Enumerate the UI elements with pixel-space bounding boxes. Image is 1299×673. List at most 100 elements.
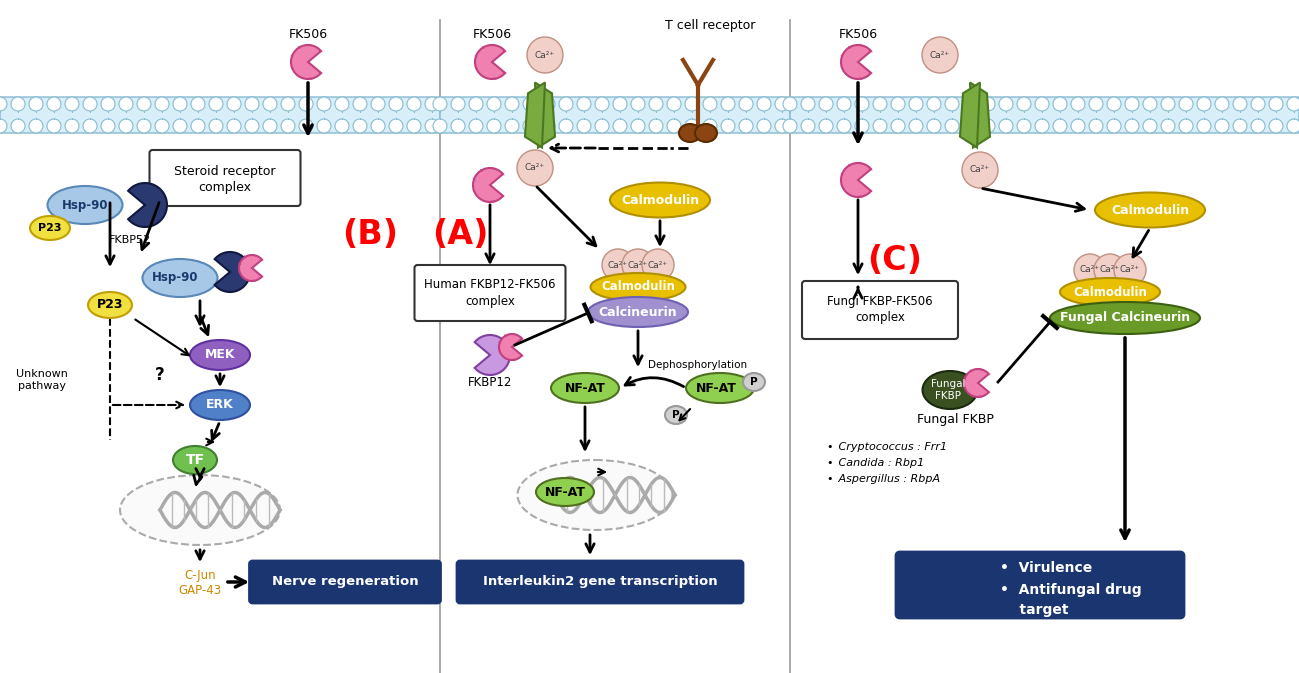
Circle shape — [601, 249, 634, 281]
Circle shape — [101, 97, 116, 111]
Circle shape — [776, 97, 788, 111]
Text: Ca²⁺: Ca²⁺ — [627, 260, 648, 269]
Circle shape — [577, 97, 591, 111]
FancyBboxPatch shape — [801, 281, 957, 339]
Text: •: • — [826, 474, 833, 484]
Ellipse shape — [88, 292, 132, 318]
Text: Calmodulin: Calmodulin — [1111, 203, 1189, 217]
Text: FK506: FK506 — [288, 28, 327, 42]
Circle shape — [155, 97, 169, 111]
Ellipse shape — [591, 273, 686, 301]
Text: (A): (A) — [431, 219, 488, 252]
FancyBboxPatch shape — [414, 265, 565, 321]
Circle shape — [487, 97, 501, 111]
Circle shape — [1094, 254, 1126, 286]
Circle shape — [1143, 97, 1157, 111]
Text: Fungal Calcineurin: Fungal Calcineurin — [1060, 312, 1190, 324]
Circle shape — [1017, 119, 1031, 133]
Circle shape — [83, 119, 97, 133]
FancyBboxPatch shape — [457, 561, 743, 603]
Circle shape — [388, 119, 403, 133]
Text: Ca²⁺: Ca²⁺ — [930, 50, 950, 59]
Circle shape — [1251, 119, 1265, 133]
Circle shape — [1287, 119, 1299, 133]
Wedge shape — [129, 183, 168, 227]
Circle shape — [1125, 119, 1139, 133]
Circle shape — [891, 97, 905, 111]
Text: complex: complex — [855, 312, 905, 324]
Circle shape — [1215, 119, 1229, 133]
Wedge shape — [473, 168, 503, 202]
Circle shape — [1053, 119, 1066, 133]
Circle shape — [1089, 119, 1103, 133]
FancyBboxPatch shape — [896, 552, 1183, 618]
Ellipse shape — [665, 406, 687, 424]
Circle shape — [873, 97, 887, 111]
Text: ERK: ERK — [207, 398, 234, 411]
Text: Hsp-90: Hsp-90 — [152, 271, 199, 285]
Circle shape — [191, 119, 205, 133]
Text: NF-AT: NF-AT — [544, 485, 586, 499]
Text: P23: P23 — [38, 223, 62, 233]
Circle shape — [1017, 97, 1031, 111]
Circle shape — [855, 119, 869, 133]
Circle shape — [685, 97, 699, 111]
Circle shape — [469, 97, 483, 111]
Circle shape — [425, 97, 439, 111]
Circle shape — [29, 97, 43, 111]
Text: Ca²⁺: Ca²⁺ — [970, 166, 990, 174]
Text: P: P — [672, 410, 679, 420]
Circle shape — [469, 119, 483, 133]
Circle shape — [721, 119, 735, 133]
Circle shape — [685, 119, 699, 133]
Circle shape — [425, 119, 439, 133]
Circle shape — [650, 119, 662, 133]
Circle shape — [721, 97, 735, 111]
Circle shape — [299, 97, 313, 111]
Text: Hsp-90: Hsp-90 — [62, 199, 108, 211]
Polygon shape — [535, 83, 555, 147]
Ellipse shape — [611, 182, 711, 217]
Circle shape — [1179, 97, 1192, 111]
Circle shape — [353, 119, 368, 133]
Circle shape — [1089, 97, 1103, 111]
Circle shape — [776, 119, 788, 133]
Text: FKBP12: FKBP12 — [468, 376, 512, 388]
Circle shape — [801, 119, 814, 133]
Wedge shape — [840, 163, 872, 197]
Polygon shape — [525, 83, 546, 147]
Circle shape — [1233, 119, 1247, 133]
Circle shape — [1035, 97, 1050, 111]
Circle shape — [559, 97, 573, 111]
Ellipse shape — [143, 259, 217, 297]
Circle shape — [1196, 119, 1211, 133]
Polygon shape — [970, 83, 990, 147]
Circle shape — [372, 97, 385, 111]
Circle shape — [944, 97, 959, 111]
Circle shape — [527, 37, 562, 73]
Circle shape — [191, 97, 205, 111]
Text: Ca²⁺: Ca²⁺ — [1120, 266, 1141, 275]
Text: •  Antifungal drug: • Antifungal drug — [1000, 583, 1142, 597]
Circle shape — [909, 119, 924, 133]
Circle shape — [262, 97, 277, 111]
Circle shape — [353, 97, 368, 111]
Text: •  Virulence: • Virulence — [1000, 561, 1092, 575]
Circle shape — [0, 119, 6, 133]
Ellipse shape — [1060, 278, 1160, 306]
Circle shape — [505, 119, 520, 133]
Circle shape — [227, 97, 242, 111]
Circle shape — [1269, 97, 1283, 111]
Circle shape — [613, 97, 627, 111]
Ellipse shape — [173, 446, 217, 474]
Circle shape — [1161, 119, 1176, 133]
Circle shape — [47, 119, 61, 133]
Circle shape — [595, 119, 609, 133]
Circle shape — [1143, 119, 1157, 133]
Ellipse shape — [190, 390, 249, 420]
Circle shape — [47, 97, 61, 111]
Wedge shape — [475, 45, 505, 79]
Wedge shape — [499, 334, 522, 360]
Circle shape — [1074, 254, 1105, 286]
Circle shape — [1215, 97, 1229, 111]
